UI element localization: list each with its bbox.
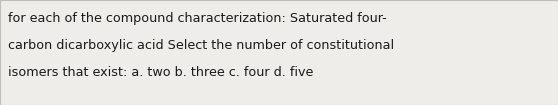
Text: carbon dicarboxylic acid Select the number of constitutional: carbon dicarboxylic acid Select the numb… xyxy=(8,39,394,52)
Text: isomers that exist: a. two b. three c. four d. five: isomers that exist: a. two b. three c. f… xyxy=(8,66,314,79)
Text: for each of the compound characterization: Saturated four-: for each of the compound characterizatio… xyxy=(8,12,387,25)
